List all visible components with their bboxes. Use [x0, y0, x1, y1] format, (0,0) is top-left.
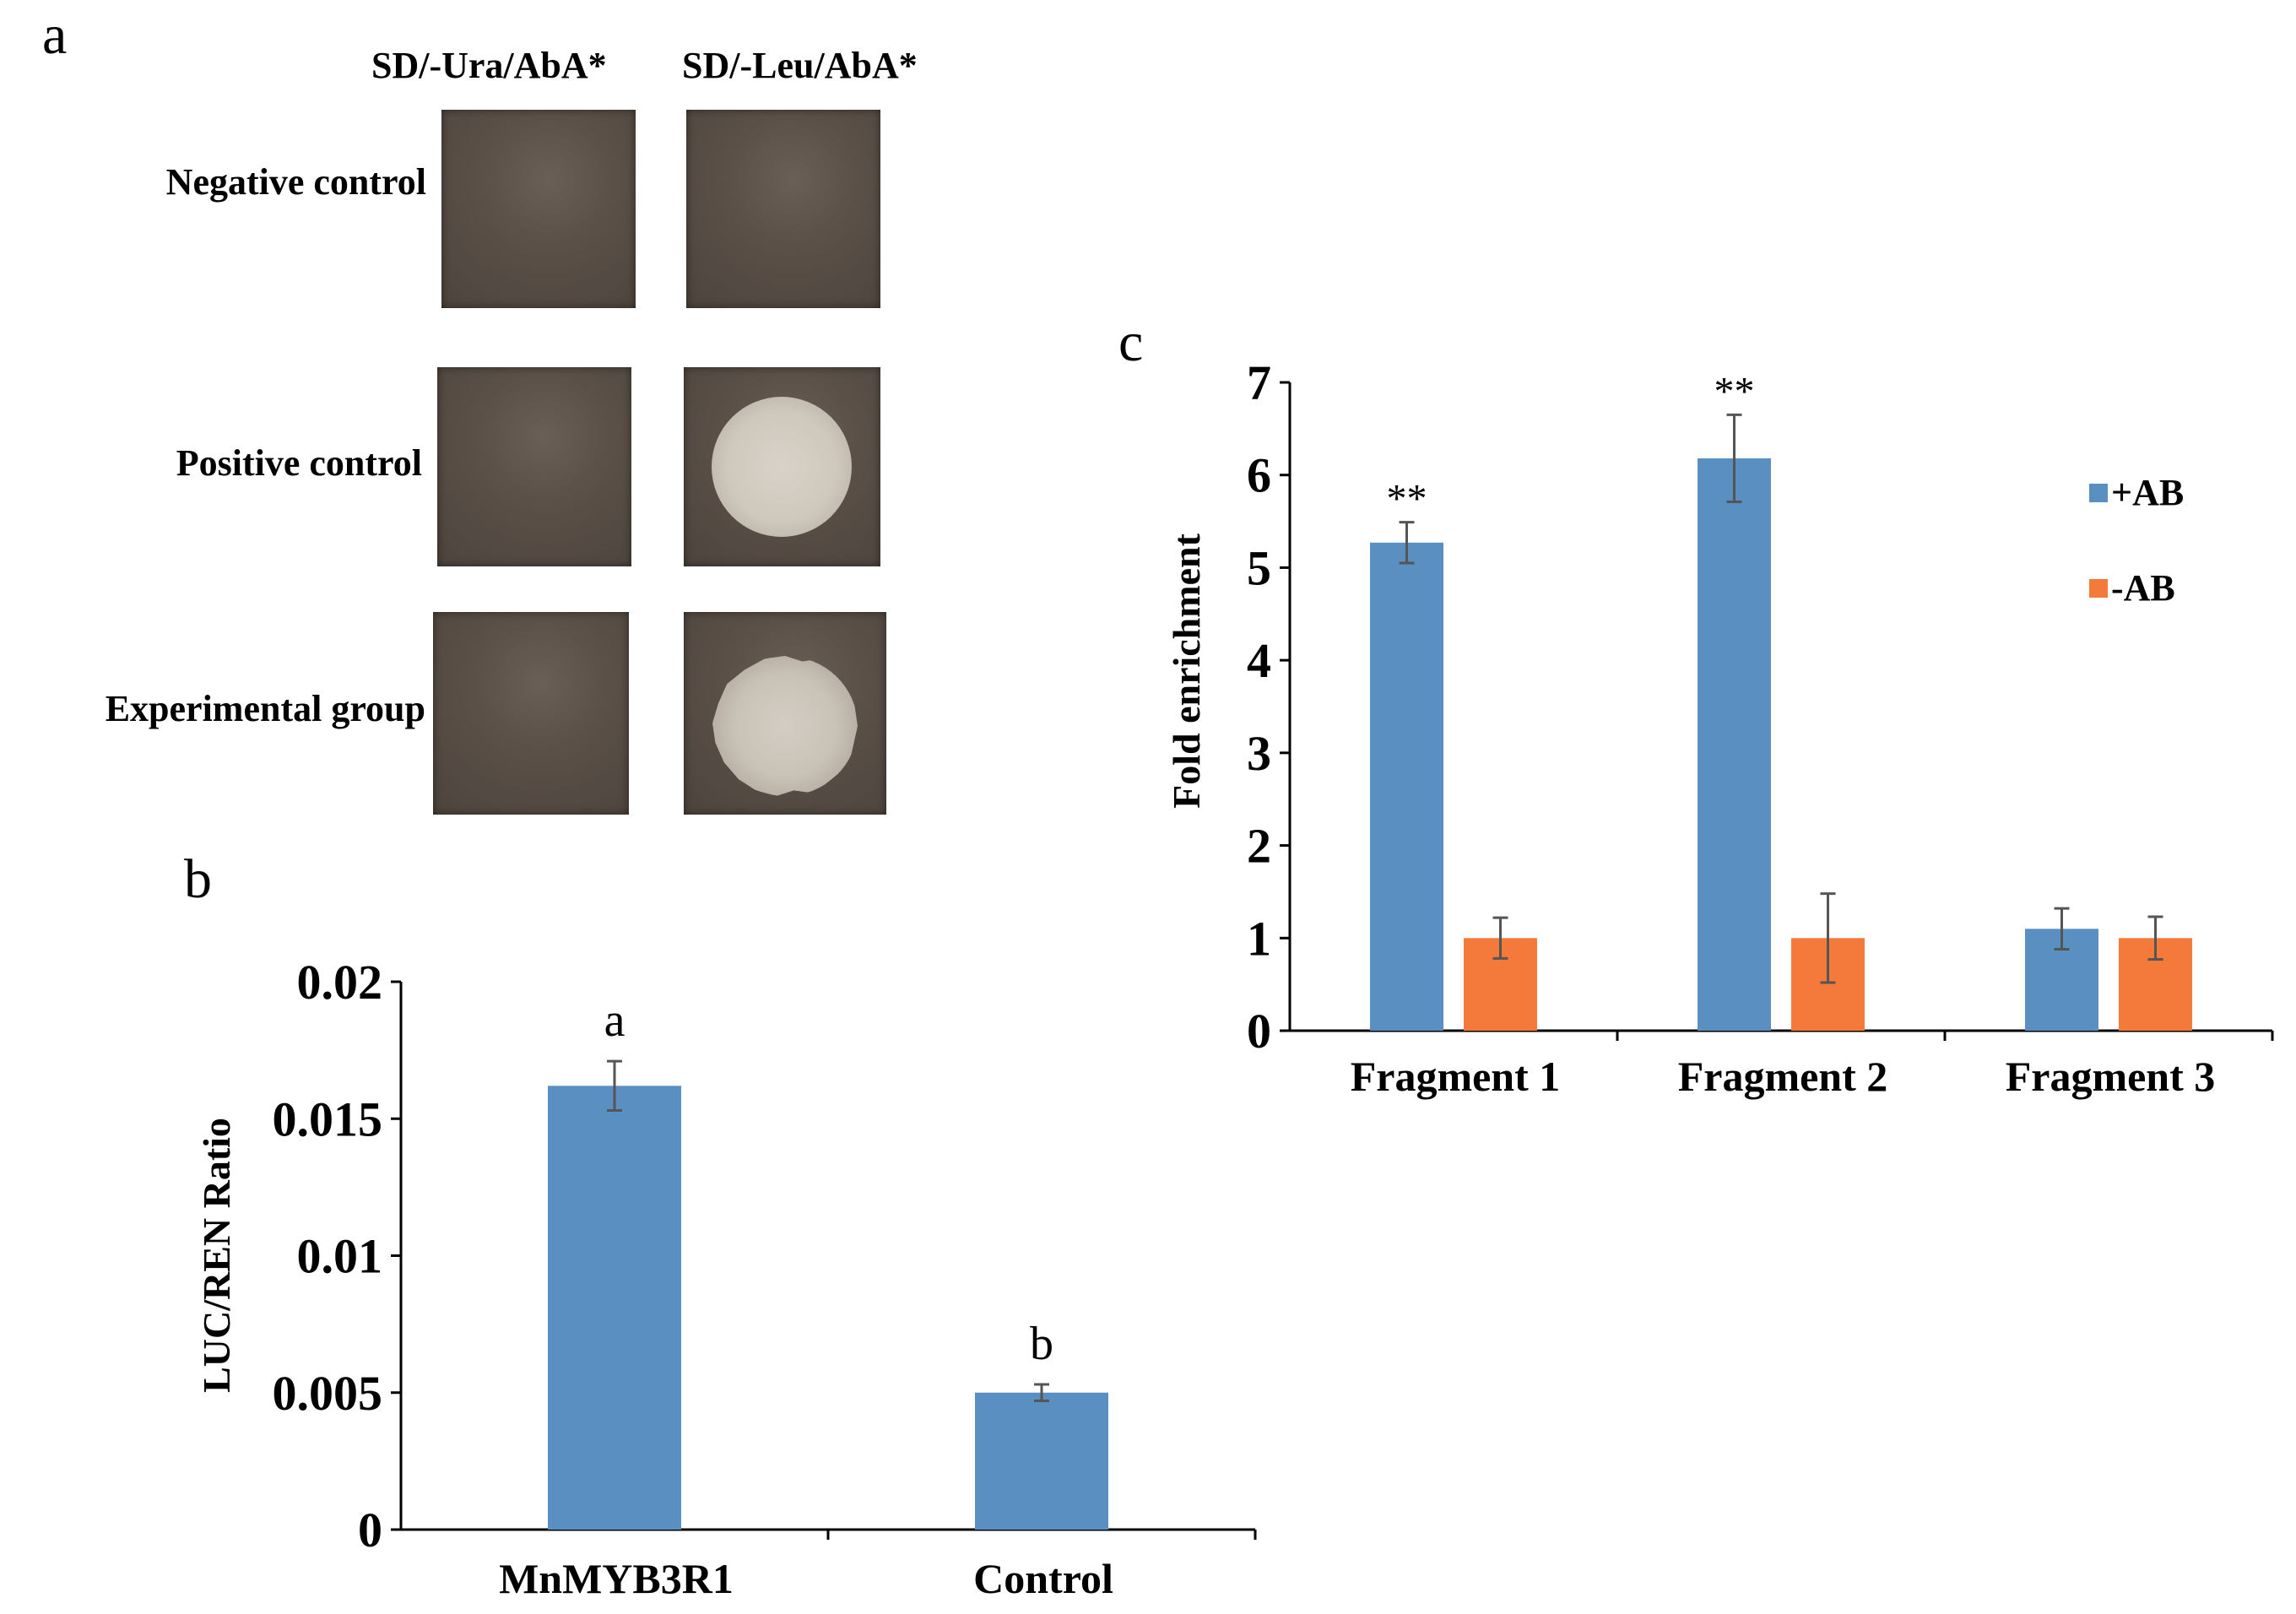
y-tick-label: 3: [1247, 726, 1271, 781]
plate-positive-leu: [684, 367, 880, 566]
panel-a-letter: a: [42, 4, 68, 66]
panel-c-letter: c: [1118, 311, 1144, 373]
significance-marker: **: [1714, 369, 1755, 414]
x-tick-label: MnMYB3R1: [499, 1555, 734, 1602]
y-tick-label: 6: [1247, 448, 1271, 503]
plate-positive-ura: [437, 367, 631, 566]
yeast-colony: [712, 656, 858, 796]
y-tick-label: 0.015: [273, 1091, 383, 1146]
panel-b-letter: b: [184, 848, 212, 910]
legend-swatch: [2089, 579, 2108, 598]
bar: [1370, 542, 1443, 1031]
plate-experimental-leu: [684, 612, 886, 815]
plate-negative-ura: [441, 110, 636, 308]
bar: [1698, 458, 1771, 1031]
significance-letter: b: [1030, 1318, 1053, 1370]
yeast-colony: [712, 397, 852, 537]
y-tick-label: 5: [1247, 540, 1271, 595]
y-tick-label: 1: [1247, 911, 1271, 966]
y-tick-label: 0.01: [297, 1229, 383, 1284]
y-tick-label: 4: [1247, 633, 1271, 688]
y-tick-label: 0.02: [297, 955, 383, 1010]
y-axis-label: Fold enrichment: [1165, 533, 1208, 808]
x-tick-label: Fragment 3: [2006, 1053, 2216, 1100]
x-tick-label: Fragment 2: [1678, 1053, 1888, 1100]
row-label-negative-control: Negative control: [165, 161, 426, 203]
row-label-positive-control: Positive control: [176, 442, 422, 484]
bar: [975, 1392, 1108, 1530]
significance-letter: a: [604, 994, 625, 1047]
row-label-experimental-group: Experimental group: [105, 688, 425, 729]
y-tick-label: 0.005: [273, 1366, 383, 1421]
column-header-ura: SD/-Ura/AbA*: [371, 45, 607, 86]
legend-swatch: [2089, 484, 2108, 502]
x-tick-label: Fragment 1: [1351, 1053, 1561, 1100]
column-header-leu: SD/-Leu/AbA*: [682, 45, 918, 86]
x-tick-label: Control: [973, 1555, 1113, 1602]
bar: [548, 1086, 681, 1530]
plate-experimental-ura: [433, 612, 629, 815]
y-tick-label: 0: [358, 1503, 382, 1557]
legend-label: -AB: [2111, 567, 2175, 609]
plate-negative-leu: [686, 110, 880, 308]
legend-label: +AB: [2111, 472, 2184, 513]
y-tick-label: 2: [1247, 819, 1271, 874]
y-axis-label: LUC/REN Ratio: [195, 1118, 238, 1393]
y-tick-label: 7: [1247, 355, 1271, 410]
y-tick-label: 0: [1247, 1004, 1271, 1059]
significance-marker: **: [1387, 477, 1427, 522]
